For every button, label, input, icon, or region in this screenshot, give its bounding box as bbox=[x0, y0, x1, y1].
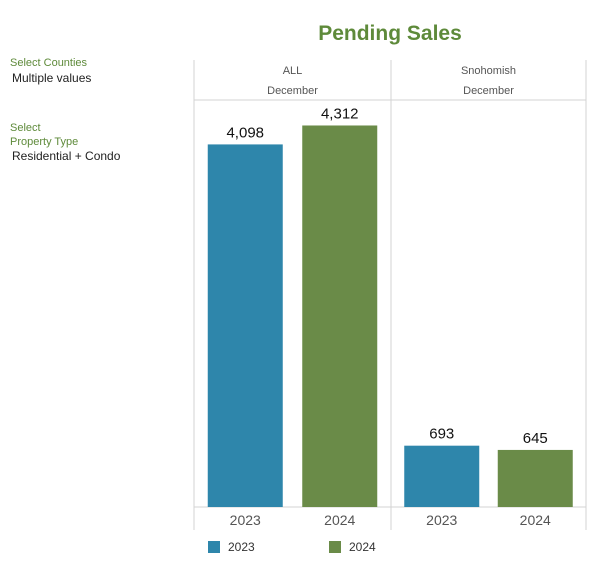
x-tick-label-ALL-2024: 2024 bbox=[324, 512, 355, 528]
legend-item-2024[interactable]: 2024 bbox=[329, 540, 376, 554]
legend-label-2023: 2023 bbox=[228, 540, 255, 554]
bar-ALL-2023 bbox=[207, 144, 283, 508]
data-label-Snohomish-2024: 645 bbox=[523, 430, 548, 447]
legend-label-2024: 2024 bbox=[349, 540, 376, 554]
data-label-ALL-2023: 4,098 bbox=[226, 124, 264, 141]
legend-swatch-2024 bbox=[329, 541, 341, 553]
bar-Snohomish-2024 bbox=[497, 449, 573, 507]
bar-ALL-2024 bbox=[302, 125, 378, 507]
bar-Snohomish-2023 bbox=[404, 445, 480, 507]
panel-month-1: December bbox=[463, 85, 514, 97]
panel-month-0: December bbox=[267, 85, 318, 97]
property-filter-label-line1: Select bbox=[10, 122, 41, 134]
panel-header-1: Snohomish bbox=[461, 65, 516, 77]
property-filter-value[interactable]: Residential + Condo bbox=[12, 149, 121, 163]
x-tick-label-ALL-2023: 2023 bbox=[230, 512, 261, 528]
data-label-ALL-2024: 4,312 bbox=[321, 105, 359, 122]
x-tick-label-Snohomish-2024: 2024 bbox=[520, 512, 551, 528]
panel-header-0: ALL bbox=[283, 65, 303, 77]
x-tick-label-Snohomish-2023: 2023 bbox=[426, 512, 457, 528]
counties-filter-value[interactable]: Multiple values bbox=[12, 71, 92, 85]
chart-title: Pending Sales bbox=[318, 22, 462, 45]
property-filter-label-line2: Property Type bbox=[10, 136, 79, 148]
data-label-Snohomish-2023: 693 bbox=[429, 426, 454, 443]
legend-swatch-2023 bbox=[208, 541, 220, 553]
legend-item-2023[interactable]: 2023 bbox=[208, 540, 255, 554]
counties-filter-label: Select Counties bbox=[10, 57, 88, 69]
